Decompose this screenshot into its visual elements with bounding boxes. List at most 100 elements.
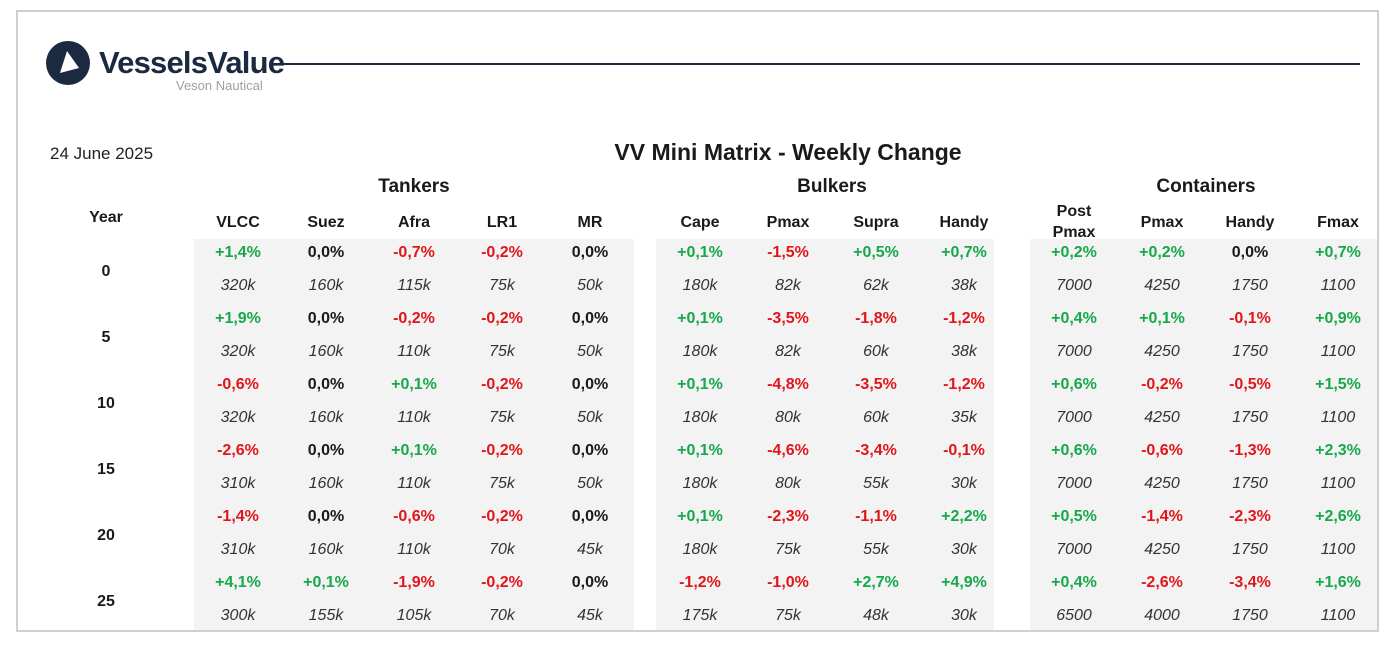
weekly-change-cell: +0,2% [1139,244,1185,261]
weekly-change-cell: -1,2% [943,376,985,393]
vessel-size-cell: 320k [220,409,256,426]
vessel-size-cell: 4250 [1144,343,1180,360]
weekly-change-cell: 0,0% [1231,244,1269,261]
weekly-change-cell: -0,6% [217,376,259,393]
vessel-size-cell: 1100 [1320,277,1356,294]
vessel-size-cell: 4000 [1144,607,1180,624]
weekly-change-cell: +2,3% [1315,442,1361,459]
year-label: 5 [101,329,111,346]
group-panel-containers [1030,239,1377,630]
vessel-size-cell: 180k [682,343,718,360]
report-title: VV Mini Matrix - Weekly Change [614,139,962,165]
weekly-change-cell: -3,5% [767,310,809,327]
vessel-size-cell: 30k [951,607,977,624]
vessel-size-cell: 160k [308,541,344,558]
group-panel-tankers [194,239,634,630]
vessel-size-cell: 55k [863,475,889,492]
vessel-size-cell: 62k [863,277,889,294]
weekly-change-cell: +0,1% [1139,310,1185,327]
vessel-size-cell: 30k [951,475,977,492]
weekly-change-cell: -2,3% [767,508,809,525]
weekly-change-cell: 0,0% [307,508,345,525]
vessel-size-cell: 45k [577,541,603,558]
column-header: Pmax [766,213,810,231]
vessel-size-cell: 75k [775,607,801,624]
vessel-size-cell: 105k [396,607,432,624]
vessel-size-cell: 160k [308,475,344,492]
weekly-change-cell: +0,4% [1051,310,1097,327]
vessel-size-cell: 175k [682,607,718,624]
vessel-size-cell: 1750 [1232,607,1268,624]
report-date: 24 June 2025 [50,144,154,163]
brand-subtitle: Veson Nautical [176,78,263,93]
vessel-size-cell: 160k [308,343,344,360]
weekly-change-cell: -1,4% [217,508,259,525]
weekly-change-cell: -0,6% [393,508,435,525]
weekly-change-cell: +4,1% [215,574,261,591]
weekly-change-cell: +0,5% [853,244,899,261]
column-header: LR1 [486,213,518,231]
weekly-change-cell: +1,4% [215,244,261,261]
weekly-change-cell: -2,6% [217,442,259,459]
weekly-change-cell: +0,6% [1051,442,1097,459]
group-panel-bulkers [656,239,994,630]
vessel-size-cell: 50k [577,409,603,426]
report-frame: VesselsValue Veson Nautical 24 June 2025… [16,10,1379,632]
vessel-size-cell: 38k [951,277,977,294]
weekly-change-cell: -1,4% [1141,508,1183,525]
vessel-size-cell: 7000 [1056,541,1092,558]
column-header: VLCC [216,213,260,231]
group-header-tankers: Tankers [378,176,450,197]
weekly-change-cell: 0,0% [307,244,345,261]
weekly-change-cell: -0,1% [943,442,985,459]
weekly-change-cell: +0,1% [677,442,723,459]
weekly-change-cell: +0,7% [1315,244,1361,261]
weekly-change-cell: +0,1% [677,310,723,327]
weekly-change-cell: -4,8% [767,376,809,393]
weekly-change-cell: 0,0% [307,310,345,327]
weekly-change-cell: +0,1% [303,574,349,591]
weekly-change-cell: -0,2% [393,310,435,327]
weekly-change-cell: -0,2% [481,442,523,459]
weekly-change-cell: -1,0% [767,574,809,591]
vessel-size-cell: 1100 [1320,475,1356,492]
weekly-change-cell: -2,6% [1141,574,1183,591]
vessel-size-cell: 30k [951,541,977,558]
weekly-change-cell: +2,7% [853,574,899,591]
weekly-change-cell: -1,1% [855,508,897,525]
weekly-change-cell: -0,6% [1141,442,1183,459]
weekly-change-cell: -3,4% [1229,574,1271,591]
weekly-change-cell: +0,6% [1051,376,1097,393]
weekly-change-cell: -3,4% [855,442,897,459]
weekly-change-cell: -0,2% [481,574,523,591]
vessel-size-cell: 300k [220,607,256,624]
vessel-size-cell: 45k [577,607,603,624]
vessel-size-cell: 70k [489,607,515,624]
column-header: Cape [680,213,720,231]
weekly-change-cell: +0,1% [677,508,723,525]
weekly-change-cell: -1,2% [943,310,985,327]
vessel-size-cell: 38k [951,343,977,360]
vessel-size-cell: 310k [220,475,256,492]
vessel-size-cell: 320k [220,343,256,360]
weekly-change-cell: -1,8% [855,310,897,327]
weekly-change-cell: +1,5% [1315,376,1361,393]
weekly-change-cell: -0,2% [481,244,523,261]
weekly-change-cell: 0,0% [571,508,609,525]
vessel-size-cell: 75k [489,475,515,492]
vessel-size-cell: 60k [863,409,889,426]
year-label: 25 [97,593,115,610]
weekly-change-cell: -0,2% [481,310,523,327]
vessel-size-cell: 1750 [1232,343,1268,360]
vessel-size-cell: 1750 [1232,541,1268,558]
weekly-change-cell: -0,7% [393,244,435,261]
weekly-change-cell: 0,0% [571,574,609,591]
vessel-size-cell: 80k [775,475,801,492]
weekly-change-cell: +1,9% [215,310,261,327]
vessel-size-cell: 1750 [1232,475,1268,492]
weekly-change-cell: -0,1% [1229,310,1271,327]
column-header: Handy [939,213,989,231]
group-header-containers: Containers [1156,176,1256,197]
vessel-size-cell: 155k [308,607,344,624]
weekly-change-cell: 0,0% [571,310,609,327]
